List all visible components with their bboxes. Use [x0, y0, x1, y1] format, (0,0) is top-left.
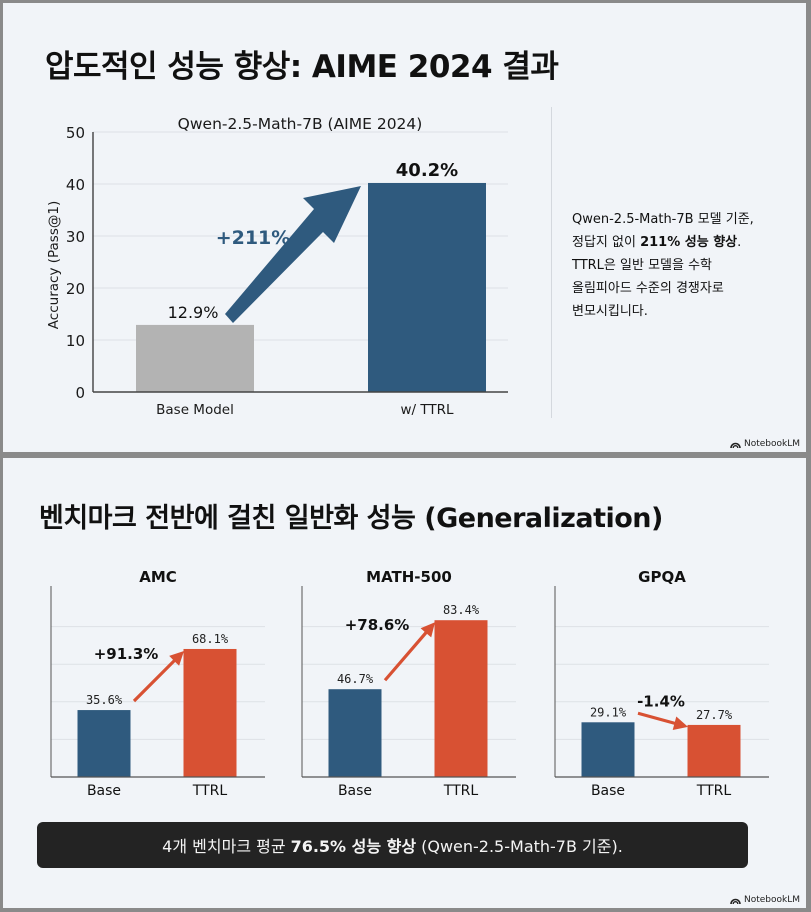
description-line: 변모시킵니다.	[572, 304, 648, 319]
description-text: Qwen-2.5-Math-7B 모델 기준, 정답지 없이 211% 성능 향…	[572, 208, 754, 323]
x-tick-label: Base	[591, 783, 625, 799]
notebooklm-logo-icon	[730, 898, 741, 904]
notebooklm-logo-icon	[730, 442, 741, 448]
y-tick-label: 50	[66, 124, 85, 142]
summary-highlight: 76.5% 성능 향상	[290, 837, 417, 856]
slide-generalization: 벤치마크 전반에 걸친 일반화 성능 (Generalization) AMC 3…	[3, 458, 806, 908]
arrow-shape	[225, 186, 361, 323]
description-line: 올림피아드 수준의 경쟁자로	[572, 281, 724, 296]
summary-suffix: (Qwen-2.5-Math-7B 기준).	[421, 837, 623, 856]
brand-name: NotebookLM	[743, 439, 800, 449]
y-tick-label: 10	[66, 332, 85, 350]
chart-title: AMC	[139, 568, 177, 586]
benchmark-chart-math-500: MATH-500 46.7% Base 83.4% TTRL +78.6%	[301, 568, 516, 799]
highlight-text: 211% 성능 향상	[640, 235, 738, 250]
bars: 12.9% 40.2%	[136, 160, 486, 392]
bar-value-label: 40.2%	[396, 160, 458, 181]
description-text-span: 정답지 없이	[572, 235, 636, 250]
bar	[183, 648, 237, 777]
bar	[368, 182, 486, 392]
summary-prefix: 4개 벤치마크 평균	[162, 837, 286, 856]
change-annotation: +91.3%	[94, 645, 159, 663]
y-tick-label: 40	[66, 176, 85, 194]
change-arrow-icon	[132, 651, 184, 703]
summary-banner: 4개 벤치마크 평균 76.5% 성능 향상 (Qwen-2.5-Math-7B…	[37, 822, 748, 868]
y-tick-label: 20	[66, 280, 85, 298]
bar	[581, 722, 635, 777]
x-tick-labels: Base Model w/ TTRL	[156, 402, 454, 418]
change-annotation: +78.6%	[345, 616, 410, 634]
bar-value-label: 35.6%	[86, 693, 123, 707]
slide-aime-results: 압도적인 성능 향상: AIME 2024 결과 Qwen-2.5-Math-7…	[3, 3, 806, 452]
x-tick-label: TTRL	[192, 783, 228, 799]
bar	[687, 724, 741, 777]
description-line: Qwen-2.5-Math-7B 모델 기준,	[572, 212, 754, 227]
bar	[328, 689, 382, 777]
bar-value-label: 46.7%	[337, 672, 374, 686]
change-arrow-icon	[637, 711, 688, 730]
x-tick-label: Base	[338, 783, 372, 799]
x-tick-label: TTRL	[696, 783, 732, 799]
chart-title: GPQA	[638, 568, 686, 586]
description-line: 정답지 없이 211% 성능 향상.	[572, 231, 754, 254]
x-tick-label: w/ TTRL	[400, 402, 454, 418]
x-tick-label: Base Model	[156, 402, 234, 418]
x-tick-label: Base	[87, 783, 121, 799]
y-axis-label: Accuracy (Pass@1)	[46, 201, 62, 329]
bar	[136, 324, 254, 392]
change-annotation: -1.4%	[637, 692, 685, 710]
chart-title: MATH-500	[366, 568, 452, 586]
slide-title: 벤치마크 전반에 걸친 일반화 성능 (Generalization)	[39, 503, 663, 534]
y-tick-label: 0	[75, 384, 85, 402]
bar-value-label: 12.9%	[168, 303, 219, 322]
bar	[434, 620, 488, 777]
bar-value-label: 27.7%	[696, 708, 733, 722]
axes	[92, 132, 508, 393]
y-tick-label: 30	[66, 228, 85, 246]
aime-bar-chart: Qwen-2.5-Math-7B (AIME 2024) 0 10 20 30 40 50…	[46, 115, 508, 418]
brand-watermark: NotebookLM	[730, 439, 800, 449]
bar-value-label: 83.4%	[443, 603, 480, 617]
description-line: TTRL은 일반 모델을 수학	[572, 258, 713, 273]
chart-title: Qwen-2.5-Math-7B (AIME 2024)	[178, 115, 423, 133]
increase-arrow-icon	[225, 186, 361, 323]
change-arrow-icon	[383, 622, 435, 682]
bar-value-label: 29.1%	[590, 705, 627, 719]
vertical-divider	[551, 107, 552, 418]
brand-name: NotebookLM	[743, 895, 800, 905]
bar	[77, 710, 131, 777]
description-text-span: .	[737, 235, 742, 250]
slide-title: 압도적인 성능 향상: AIME 2024 결과	[45, 49, 559, 85]
benchmark-chart-gpqa: GPQA 29.1% Base 27.7% TTRL -1.4%	[554, 568, 769, 799]
brand-watermark: NotebookLM	[730, 895, 800, 905]
improvement-annotation: +211%	[216, 227, 291, 249]
benchmark-chart-amc: AMC 35.6% Base 68.1% TTRL +91.3%	[50, 568, 265, 799]
bar-value-label: 68.1%	[192, 632, 229, 646]
x-tick-label: TTRL	[443, 783, 479, 799]
y-tick-labels: 0 10 20 30 40 50	[66, 124, 85, 402]
benchmark-charts: AMC 35.6% Base 68.1% TTRL +91.3% MATH-500 46.7%…	[50, 568, 769, 799]
